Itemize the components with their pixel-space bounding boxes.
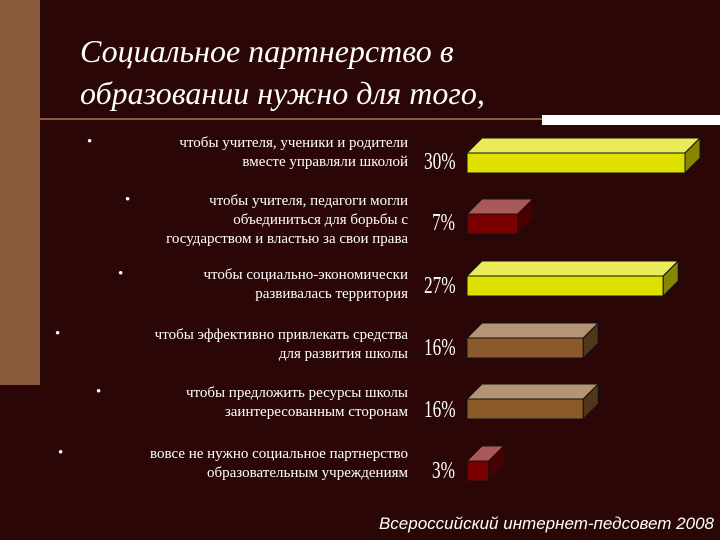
bar-side [582,321,599,360]
footer-credit: Всероссийский интернет-педсовет 2008 [378,514,714,533]
title-underline [30,118,542,120]
bar-5 [465,444,506,483]
category-label-5: вовсе не нужно социальное партнерство об… [72,445,408,483]
left-decor-strip [0,0,40,385]
bar-front [466,213,519,235]
category-label-line: чтобы учителя, педагоги могли [209,193,408,209]
bar-top [465,137,702,154]
category-label-2: чтобы социально-экономически развивалась… [130,266,409,304]
category-label-line: вместе управляли школой [242,154,408,170]
bar-side [582,382,599,421]
category-label-line: государством и властью за свои права [166,231,408,247]
category-label-line: заинтересованным сторонам [224,404,408,420]
category-label-line: развивалась территория [255,286,408,302]
category-label-3: чтобы эффективно привлекать средства для… [70,326,408,364]
title-line-1: Социальное партнерство в [80,33,454,69]
bar-side [662,259,679,298]
title-underline-accent [542,115,720,125]
bar-side [517,197,534,236]
category-label-4: чтобы предложить ресурсы школы заинтерес… [110,384,408,422]
bar-front [466,398,584,420]
bullet-5: • [58,445,64,461]
title-line-2: образовании нужно для того, [80,75,485,111]
value-label-0: 30% [424,149,456,175]
bar-2 [465,259,680,298]
bullet-2: • [118,266,124,282]
category-label-line: чтобы эффективно привлекать средства [154,327,408,343]
value-label-2: 27% [424,273,456,299]
bar-side [488,444,505,483]
bar-front [466,337,584,359]
value-label-5: 3% [432,458,456,484]
bar-side [684,136,701,175]
bullet-4: • [96,384,102,400]
category-label-1: чтобы учителя, педагоги могли объединить… [90,192,408,249]
bar-1 [465,197,535,236]
category-label-line: чтобы предложить ресурсы школы [185,385,408,401]
bar-3 [465,321,600,360]
category-label-line: образовательным учреждениям [207,465,408,481]
category-label-line: чтобы социально-экономически [203,267,409,283]
bar-0 [465,136,702,175]
bullet-1: • [125,192,131,208]
bullet-0: • [87,134,93,150]
bar-front [466,275,664,297]
bar-4 [465,382,600,421]
category-label-0: чтобы учителя, ученики и родители вместе… [100,134,408,172]
bullet-3: • [55,326,61,342]
bar-front [466,152,686,174]
category-label-line: вовсе не нужно социальное партнерство [150,446,408,462]
value-label-4: 16% [424,397,456,423]
bar-top [465,260,680,277]
bar-front [466,460,490,482]
page-title: Социальное партнерство в образовании нуж… [80,30,600,114]
value-label-3: 16% [424,335,456,361]
category-label-line: чтобы учителя, ученики и родители [179,135,408,151]
bar-top [465,322,600,339]
bar-top [465,383,600,400]
category-label-line: для развития школы [278,346,408,362]
category-label-line: объединиться для борьбы с [233,212,408,228]
value-label-1: 7% [432,210,456,236]
